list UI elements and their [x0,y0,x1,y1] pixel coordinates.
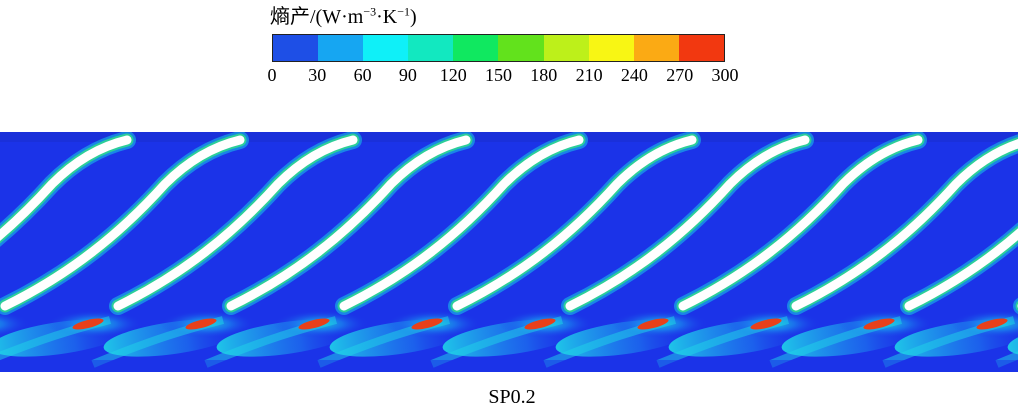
blade-body [339,135,584,311]
colorbar-tick-label: 0 [267,65,277,85]
blade-body [452,135,697,311]
top-band [0,132,1018,142]
legend-title: 熵产/(W·m−3·K−1) [270,4,417,30]
colorbar-segment [408,35,454,61]
legend-title-exponent-2: −1 [397,4,410,19]
colorbar-tick-label: 30 [308,65,327,85]
colorbar-segment [363,35,409,61]
colorbar-tick-label: 300 [711,65,739,85]
blade-body [904,228,1018,311]
blade-body [565,135,810,311]
colorbar-segment [588,35,634,61]
legend-title-main: 熵产/(W·m [270,6,364,28]
bottom-band [0,360,1018,372]
hot-spot [863,318,895,330]
colorbar-tick-label: 60 [353,65,372,85]
colorbar-tick-label: 270 [666,65,694,85]
colorbar-segment [633,35,679,61]
colorbar-tick-label: 150 [485,65,512,85]
blade-body [791,139,1018,311]
blade-body [226,135,471,311]
hot-spot [637,318,669,330]
legend-title-end: ) [409,6,417,28]
figure-caption: SP0.2 [488,386,536,408]
colorbar-tick-label: 210 [575,65,603,85]
colorbar-segment [678,35,724,61]
blade-body [113,135,358,311]
entropy-field-svg [0,132,1018,372]
colorbar-tick-label: 120 [439,65,467,85]
colorbar-ticks: 0 30 60 90 120 150 180 210 240 270 300 [268,64,739,88]
colorbar-segment [318,35,364,61]
colorbar-tick-label: 90 [398,65,417,85]
colorbar-segment [273,35,319,61]
hot-spot [72,318,104,330]
hot-spot [524,318,556,330]
blade-body [0,135,245,311]
hot-spot [750,318,782,330]
hot-spot [298,318,330,330]
colorbar-segment [453,35,499,61]
entropy-field-plot [0,124,1024,380]
legend-title-exponent-1: −3 [363,4,377,19]
hot-spot [185,318,217,330]
hot-spot [411,318,443,330]
hot-spot [976,318,1008,330]
colorbar-tick-label: 180 [530,65,558,85]
lower-blade-glow [995,351,1018,368]
colorbar [272,34,725,62]
colorbar-tick-label: 240 [620,65,648,85]
colorbar-segment [498,35,544,61]
legend-title-mid: ·K [376,6,398,28]
blade-body [0,135,132,241]
colorbar-segment [543,35,589,61]
blade-body [678,135,923,311]
